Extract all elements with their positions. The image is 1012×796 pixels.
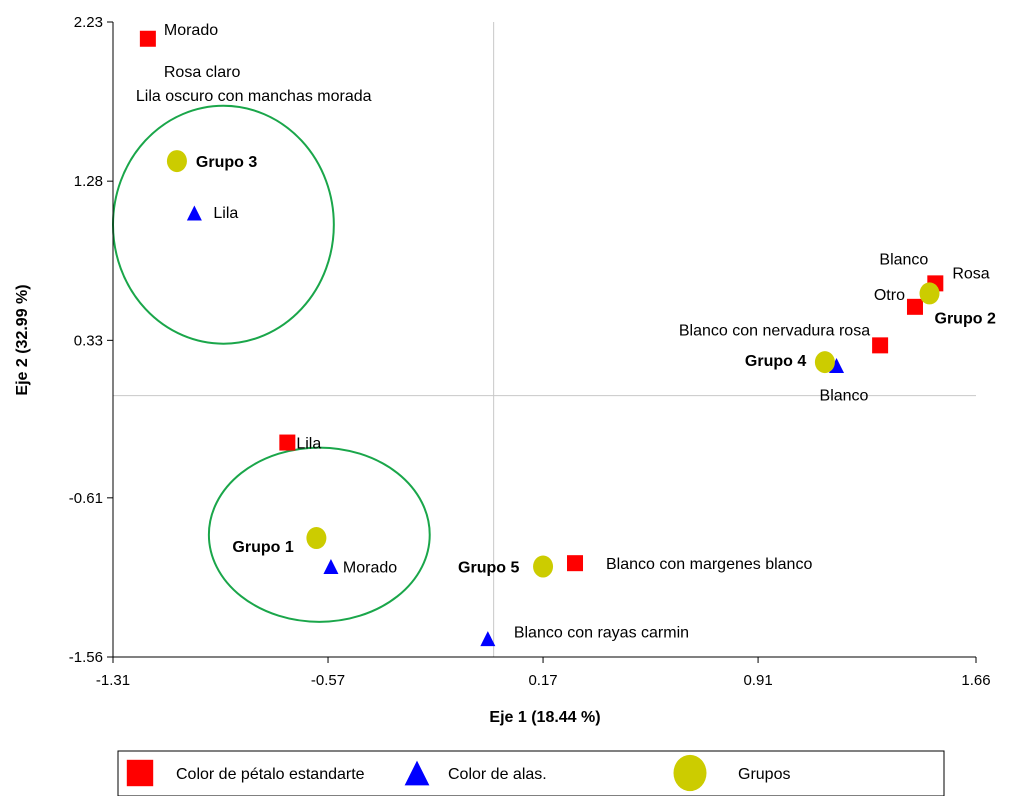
x-tick-label: -0.57 bbox=[311, 672, 345, 689]
legend-label: Color de alas. bbox=[448, 766, 547, 783]
point-label: Blanco con nervadura rosa bbox=[679, 322, 870, 339]
group-label: Grupo 5 bbox=[458, 560, 519, 577]
group-label: Grupo 3 bbox=[196, 154, 257, 171]
axes: -1.31 -0.57 0.17 0.91 1.66 -1.56 -0.61 0.33 1.28… bbox=[69, 14, 991, 689]
x-tick-label: 0.17 bbox=[528, 672, 557, 689]
point-label: Blanco con margenes blanco bbox=[606, 556, 812, 573]
x-axis-title: Eje 1 (18.44 %) bbox=[489, 709, 600, 726]
circle-marker bbox=[166, 150, 187, 173]
circle-marker bbox=[919, 282, 940, 305]
square-marker bbox=[872, 337, 889, 354]
square-marker bbox=[139, 30, 156, 47]
y-tick-label: -1.56 bbox=[69, 649, 103, 666]
triangle-marker bbox=[480, 631, 496, 647]
legend-label: Color de pétalo estandarte bbox=[176, 766, 365, 783]
group-label: Grupo 2 bbox=[935, 310, 996, 327]
group-ellipse bbox=[207, 446, 431, 623]
point-label: Morado bbox=[343, 560, 397, 577]
group-ellipse bbox=[112, 104, 335, 345]
y-axis-title: Eje 2 (32.99 %) bbox=[14, 284, 31, 395]
triangle-marker bbox=[829, 357, 845, 373]
circle-marker bbox=[814, 351, 835, 374]
square-marker bbox=[906, 298, 923, 315]
group-label: Grupo 4 bbox=[745, 353, 806, 370]
legend-label: Grupos bbox=[738, 766, 790, 783]
y-tick-label: 2.23 bbox=[74, 14, 103, 31]
y-tick-label: 0.33 bbox=[74, 332, 103, 349]
group-label: Grupo 1 bbox=[232, 539, 293, 556]
point-label: Otro bbox=[874, 287, 905, 304]
legend-circle-icon bbox=[673, 754, 707, 792]
reference-lines bbox=[113, 22, 976, 657]
square-marker bbox=[279, 434, 296, 451]
triangle-marker bbox=[323, 559, 339, 575]
point-label: Lila bbox=[213, 205, 238, 222]
square-marker bbox=[567, 555, 584, 572]
point-label: Morado bbox=[164, 22, 218, 39]
point-label: Blanco con rayas carmin bbox=[514, 625, 689, 642]
y-tick-label: 1.28 bbox=[74, 173, 103, 190]
point-label: Lila bbox=[296, 436, 321, 453]
data-points bbox=[139, 30, 944, 647]
legend-box bbox=[117, 750, 945, 796]
x-tick-label: 1.66 bbox=[961, 672, 990, 689]
circle-marker bbox=[306, 527, 327, 550]
circle-marker bbox=[533, 555, 554, 578]
point-label: Rosa bbox=[952, 265, 989, 282]
x-tick-label: 0.91 bbox=[743, 672, 772, 689]
x-tick-label: -1.31 bbox=[96, 672, 130, 689]
point-label: Blanco bbox=[879, 251, 928, 268]
point-label: Rosa claro bbox=[164, 64, 241, 81]
point-label: Lila oscuro con manchas morada bbox=[136, 88, 372, 105]
legend-square-icon bbox=[126, 759, 154, 787]
triangle-marker bbox=[186, 205, 202, 221]
point-labels: Morado Rosa claro Lila oscuro con manchas … bbox=[136, 22, 996, 642]
legend-triangle-icon bbox=[404, 760, 430, 786]
legend: Color de pétalo estandarte Color de alas.… bbox=[117, 750, 945, 796]
point-label: Blanco bbox=[820, 387, 869, 404]
y-tick-label: -0.61 bbox=[69, 490, 103, 507]
